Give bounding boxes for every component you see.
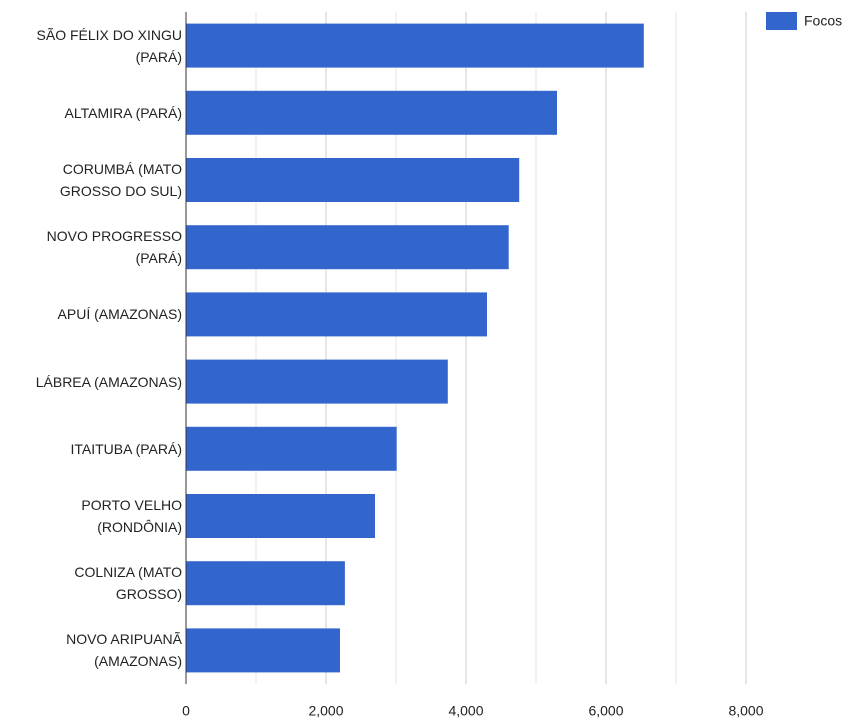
y-tick-label: LÁBREA (AMAZONAS) (35, 373, 182, 390)
bar (186, 359, 448, 404)
bar (186, 90, 557, 135)
y-tick-label: CORUMBÁ (MATO GROSSO DO SUL) (59, 160, 182, 199)
legend-label: Focos (804, 13, 842, 29)
y-tick-label: APUÍ (AMAZONAS) (57, 306, 182, 323)
y-tick-label: ITAITUBA (PARÁ) (70, 440, 183, 457)
x-tick-label: 0 (182, 703, 190, 719)
legend-swatch (766, 12, 797, 30)
y-tick-label: NOVO PROGRESSO (PARÁ) (46, 228, 182, 267)
y-tick-label: NOVO ARIPUANÃ (AMAZONAS) (66, 631, 182, 670)
bar (186, 494, 375, 538)
bar (186, 561, 345, 606)
y-tick-label: PORTO VELHO (RONDÔNIA) (81, 496, 182, 535)
y-tick-label: ALTAMIRA (PARÁ) (64, 104, 182, 121)
y-tick-label: SÃO FÉLIX DO XINGU (PARÁ) (36, 26, 182, 65)
x-tick-label: 4,000 (448, 703, 483, 719)
bar (186, 158, 520, 202)
bar (186, 426, 397, 471)
bar (186, 292, 487, 337)
bar (186, 628, 340, 673)
bar (186, 23, 644, 68)
x-tick-label: 8,000 (728, 703, 763, 719)
x-tick-label: 2,000 (308, 703, 343, 719)
x-tick-label: 6,000 (588, 703, 623, 719)
y-tick-label: COLNIZA (MATO GROSSO) (74, 564, 182, 603)
bar (186, 225, 509, 270)
